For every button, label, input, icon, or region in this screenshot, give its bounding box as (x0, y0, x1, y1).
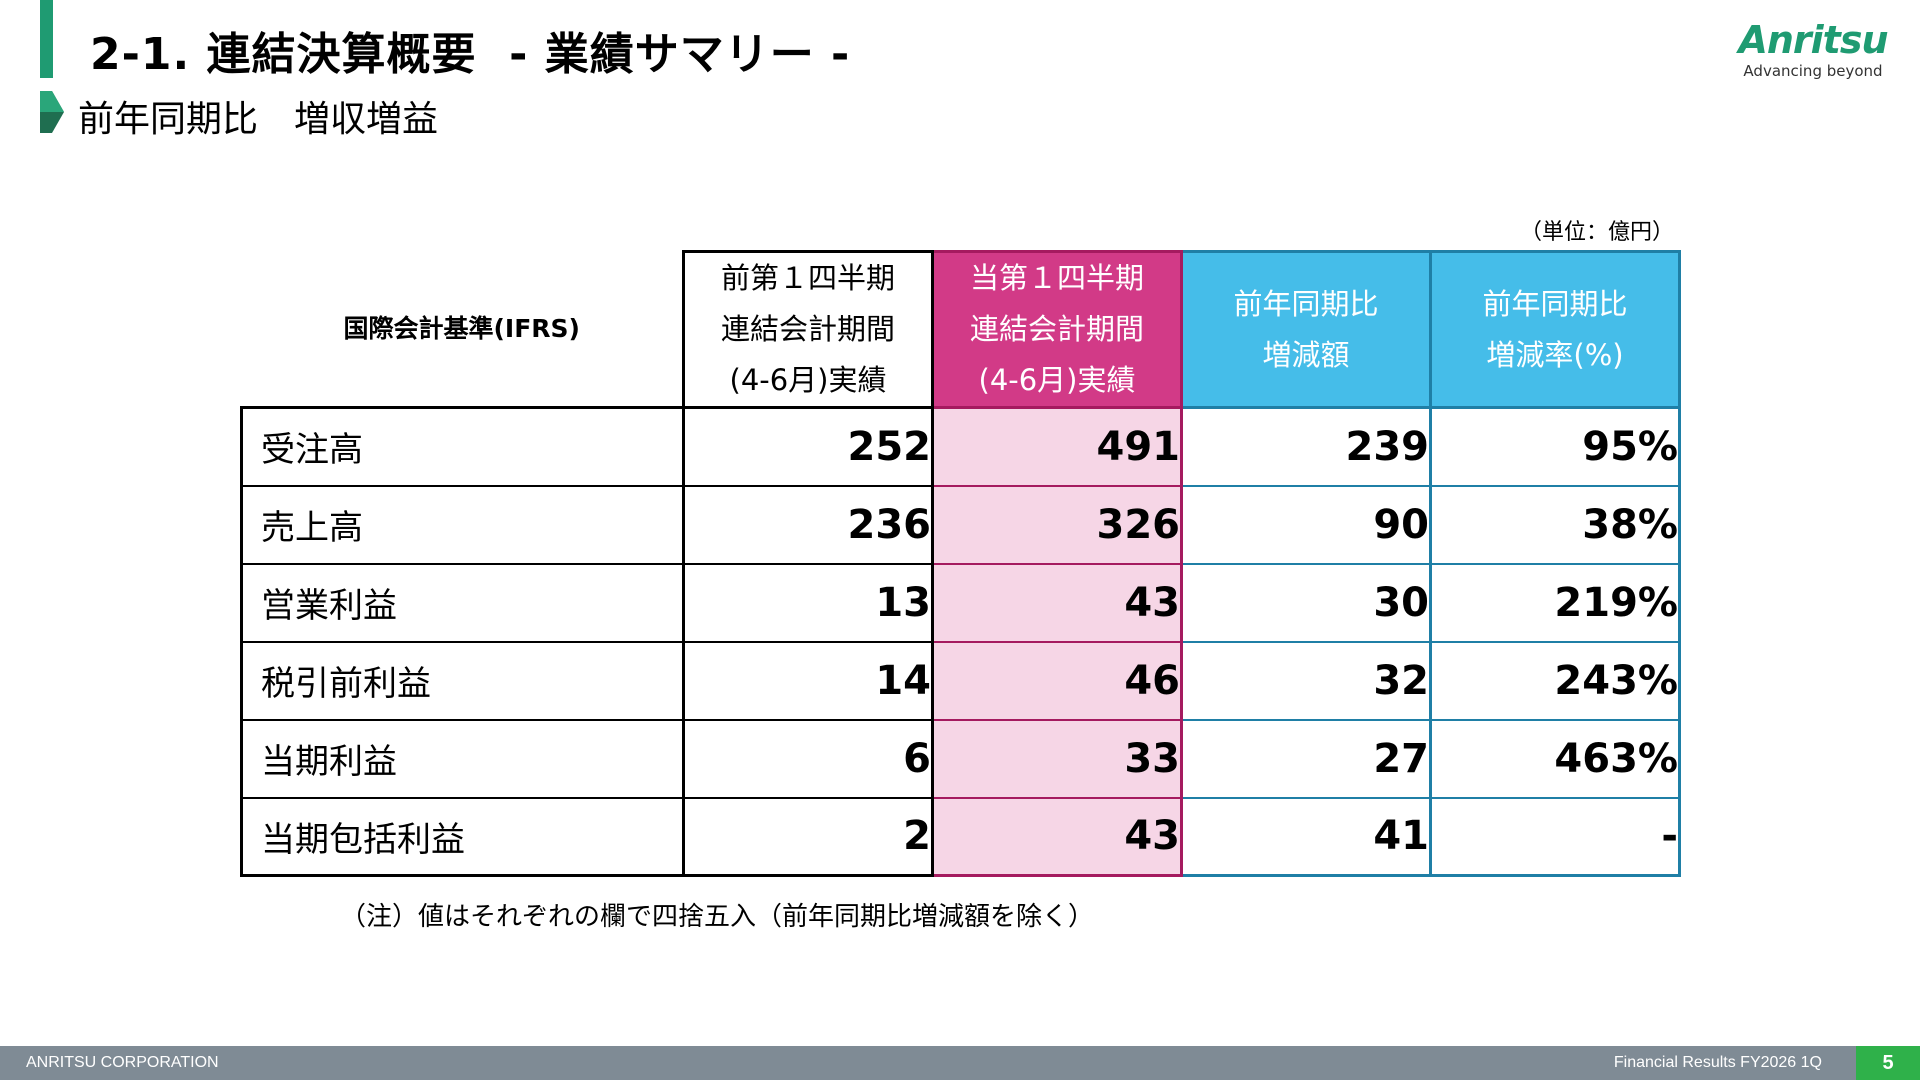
row-label: 税引前利益 (240, 641, 685, 721)
change-value: 239 (1181, 407, 1432, 487)
table-row: 受注高 252 491 239 95% (240, 407, 1681, 487)
row-label: 受注高 (240, 407, 685, 487)
table-row: 当期包括利益 2 43 41 - (240, 797, 1681, 877)
table-row: 当期利益 6 33 27 463% (240, 719, 1681, 799)
anritsu-logo: Anritsu Advancing beyond (1738, 18, 1888, 88)
change-rate: - (1430, 797, 1681, 877)
prev-value: 6 (683, 719, 934, 799)
title-accent-bar (40, 0, 53, 78)
current-value: 326 (931, 485, 1183, 565)
table-row: 営業利益 13 43 30 219% (240, 563, 1681, 643)
logo-tagline: Advancing beyond (1743, 62, 1883, 80)
header-ifrs-label: 国際会計基準(IFRS) (241, 251, 684, 409)
change-rate: 38% (1430, 485, 1681, 565)
table-row: 売上高 236 326 90 38% (240, 485, 1681, 565)
current-value: 491 (931, 407, 1183, 487)
table-row: 税引前利益 14 46 32 243% (240, 641, 1681, 721)
rounding-note: （注）値はそれぞれの欄で四捨五入（前年同期比増減額を除く） (340, 902, 1095, 932)
row-label: 当期包括利益 (240, 797, 685, 877)
current-value: 46 (931, 641, 1183, 721)
prev-value: 252 (683, 407, 934, 487)
row-label: 営業利益 (240, 563, 685, 643)
change-value: 32 (1181, 641, 1432, 721)
prev-value: 236 (683, 485, 934, 565)
change-rate: 243% (1430, 641, 1681, 721)
header-prev-period: 前第１四半期 連結会計期間 (4-6月)実績 (682, 250, 934, 409)
footer-company: ANRITSU CORPORATION (26, 1054, 219, 1071)
prev-value: 13 (683, 563, 934, 643)
change-value: 90 (1181, 485, 1432, 565)
row-label: 当期利益 (240, 719, 685, 799)
unit-label: （単位：億円） (1520, 220, 1675, 245)
change-value: 30 (1181, 563, 1432, 643)
change-rate: 95% (1430, 407, 1681, 487)
change-value: 27 (1181, 719, 1432, 799)
header-yoy-rate: 前年同期比 増減率(%) (1429, 250, 1681, 409)
row-label: 売上高 (240, 485, 685, 565)
prev-value: 2 (683, 797, 934, 877)
logo-wordmark: Anritsu (1738, 18, 1888, 62)
change-value: 41 (1181, 797, 1432, 877)
page-subtitle: 前年同期比 増収増益 (78, 99, 439, 140)
page-number: 5 (1856, 1046, 1920, 1080)
header-current-period: 当第１四半期 連結会計期間 (4-6月)実績 (931, 250, 1183, 409)
results-summary-table: 国際会計基準(IFRS) 前第１四半期 連結会計期間 (4-6月)実績 当第１四… (240, 250, 1681, 877)
subtitle-marker-icon (40, 91, 64, 133)
footer-report-title: Financial Results FY2026 1Q (1613, 1054, 1822, 1071)
prev-value: 14 (683, 641, 934, 721)
page-title: 2-1. 連結決算概要 - 業績サマリー - (90, 29, 851, 80)
header-yoy-change: 前年同期比 増減額 (1180, 250, 1432, 409)
footer-bar: ANRITSU CORPORATION Financial Results FY… (0, 1046, 1920, 1080)
current-value: 33 (931, 719, 1183, 799)
current-value: 43 (931, 797, 1183, 877)
change-rate: 219% (1430, 563, 1681, 643)
table-header-row: 国際会計基準(IFRS) 前第１四半期 連結会計期間 (4-6月)実績 当第１四… (241, 250, 1681, 409)
change-rate: 463% (1430, 719, 1681, 799)
current-value: 43 (931, 563, 1183, 643)
